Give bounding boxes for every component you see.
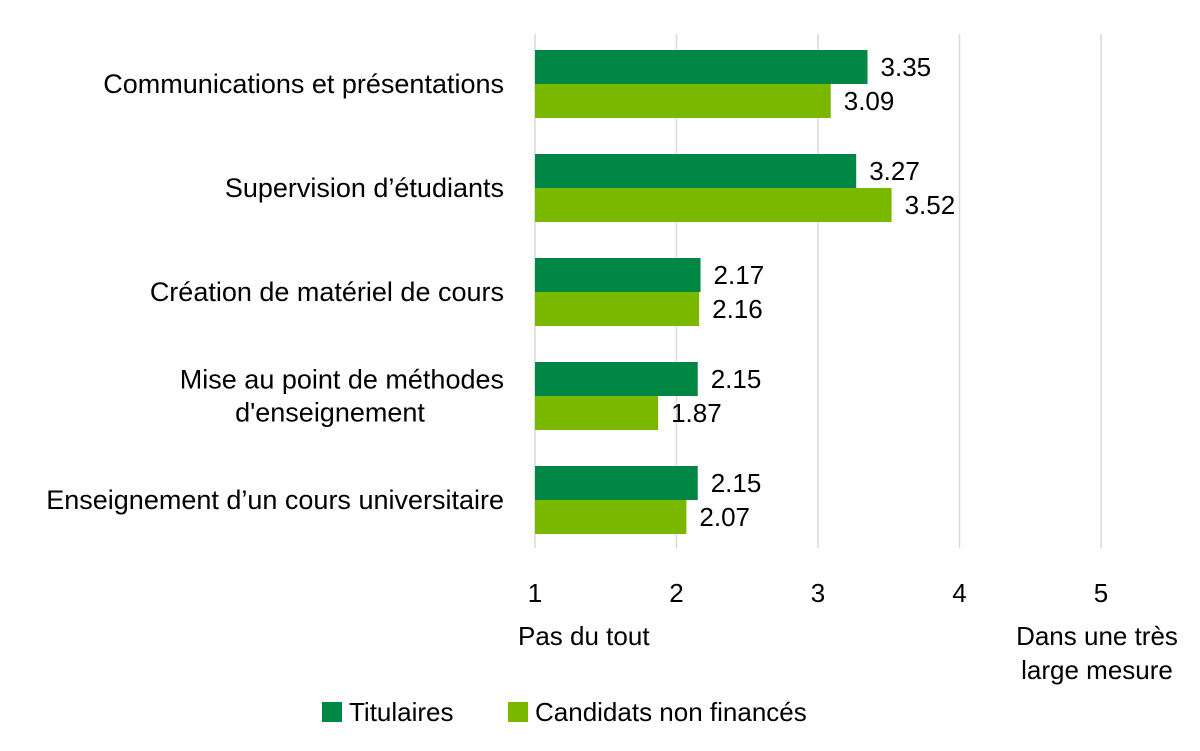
data-label: 2.16 bbox=[712, 294, 763, 324]
data-label: 2.07 bbox=[699, 502, 750, 532]
category-labels: Communications et présentations Supervisi… bbox=[46, 69, 504, 515]
data-label: 1.87 bbox=[671, 398, 722, 428]
bar-candidats-3 bbox=[535, 396, 659, 430]
bar-candidats-1 bbox=[535, 188, 892, 222]
category-label: Enseignement d’un cours universitaire bbox=[46, 485, 504, 515]
x-tick-label: 5 bbox=[1094, 578, 1108, 608]
category-label: Communications et présentations bbox=[103, 69, 504, 99]
data-label: 3.09 bbox=[844, 86, 895, 116]
x-tick-label: 3 bbox=[811, 578, 825, 608]
bars bbox=[535, 50, 892, 534]
bar-titulaires-4 bbox=[535, 466, 698, 500]
bar-titulaires-0 bbox=[535, 50, 868, 84]
data-labels: 3.35 3.09 3.27 3.52 2.17 2.16 2.15 1.87 2.15 2.07 bbox=[671, 52, 955, 532]
x-tick-label: 2 bbox=[669, 578, 683, 608]
scale-label-max: large mesure bbox=[1021, 655, 1173, 685]
data-label: 2.15 bbox=[711, 468, 762, 498]
scale-labels: Pas du tout Dans une très large mesure bbox=[518, 621, 1178, 685]
data-label: 3.52 bbox=[905, 190, 956, 220]
bar-candidats-0 bbox=[535, 84, 831, 118]
data-label: 3.35 bbox=[881, 52, 932, 82]
legend-label: Titulaires bbox=[349, 697, 454, 727]
category-label: Création de matériel de cours bbox=[150, 277, 504, 307]
x-axis-ticks: 1 2 3 4 5 bbox=[528, 578, 1108, 608]
bar-candidats-4 bbox=[535, 500, 687, 534]
legend: Titulaires Candidats non financés bbox=[322, 697, 807, 727]
scale-label-max: Dans une très bbox=[1016, 621, 1178, 651]
legend-swatch-candidats bbox=[508, 702, 528, 722]
category-label: Supervision d’étudiants bbox=[225, 173, 504, 203]
gridlines bbox=[534, 34, 1102, 548]
category-label: d'enseignement bbox=[235, 398, 425, 428]
x-tick-label: 1 bbox=[528, 578, 542, 608]
data-label: 2.17 bbox=[714, 260, 765, 290]
bar-candidats-2 bbox=[535, 292, 700, 326]
legend-swatch-titulaires bbox=[322, 702, 342, 722]
bar-titulaires-3 bbox=[535, 362, 698, 396]
bar-titulaires-2 bbox=[535, 258, 701, 292]
bar-titulaires-1 bbox=[535, 154, 857, 188]
category-label: Mise au point de méthodes bbox=[180, 365, 504, 395]
data-label: 2.15 bbox=[711, 364, 762, 394]
x-tick-label: 4 bbox=[952, 578, 966, 608]
scale-label-min: Pas du tout bbox=[518, 621, 650, 651]
legend-label: Candidats non financés bbox=[535, 697, 807, 727]
data-label: 3.27 bbox=[869, 156, 920, 186]
